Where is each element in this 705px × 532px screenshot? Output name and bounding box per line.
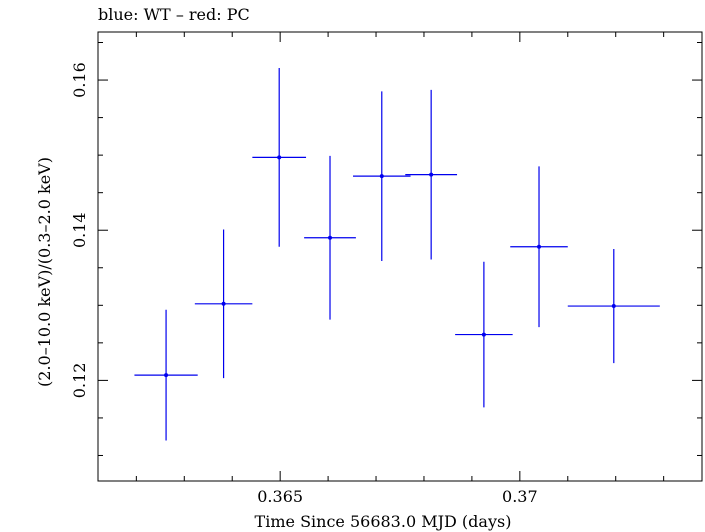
y-tick-label: 0.14 bbox=[70, 212, 89, 248]
data-point bbox=[455, 261, 513, 408]
data-point bbox=[567, 248, 660, 364]
chart-title: blue: WT – red: PC bbox=[98, 5, 250, 24]
x-tick-label: 0.37 bbox=[502, 487, 538, 506]
y-tick-label: 0.16 bbox=[70, 62, 89, 98]
point-marker bbox=[379, 174, 384, 179]
x-tick-label: 0.365 bbox=[257, 487, 303, 506]
data-point bbox=[405, 89, 458, 260]
y-axis-label: (2.0–10.0 keV)/(0.3–2.0 keV) bbox=[35, 157, 54, 387]
point-marker bbox=[328, 235, 333, 240]
x-axis-label: Time Since 56683.0 MJD (days) bbox=[255, 512, 512, 531]
data-point bbox=[510, 166, 568, 328]
point-marker bbox=[164, 373, 169, 378]
point-marker bbox=[277, 155, 282, 160]
point-marker bbox=[481, 332, 486, 337]
data-point bbox=[252, 68, 307, 247]
point-marker bbox=[611, 304, 616, 309]
point-marker bbox=[221, 301, 226, 306]
data-point bbox=[194, 229, 253, 379]
data-point bbox=[304, 155, 356, 320]
data-point bbox=[353, 91, 411, 262]
plot-frame bbox=[97, 31, 703, 482]
point-marker bbox=[537, 244, 542, 249]
y-tick-label: 0.12 bbox=[70, 363, 89, 399]
point-marker bbox=[429, 172, 434, 177]
data-point bbox=[134, 309, 198, 441]
